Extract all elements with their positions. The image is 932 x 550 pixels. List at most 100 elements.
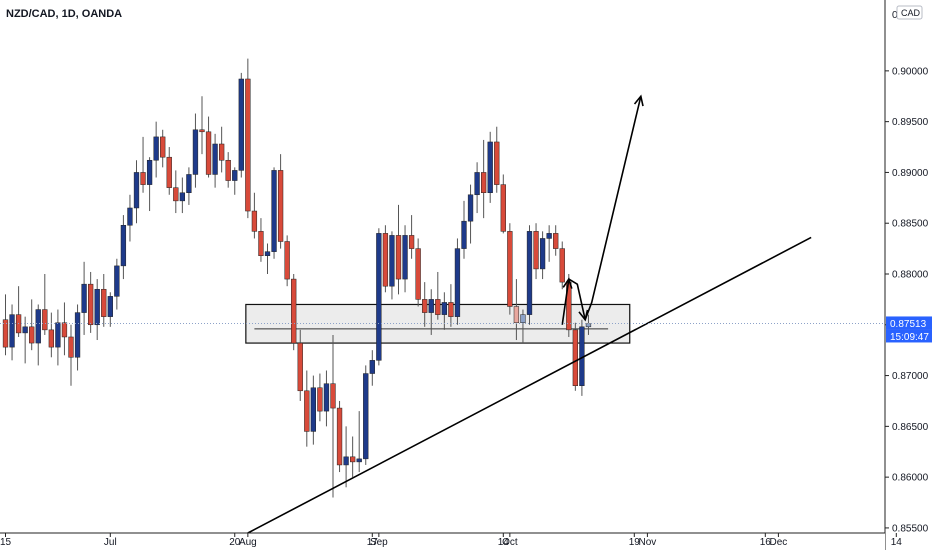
candle	[29, 299, 35, 351]
candle-body-up	[441, 302, 448, 315]
candle	[127, 194, 133, 242]
candle	[2, 294, 9, 356]
price-axis-background[interactable]	[885, 0, 932, 550]
candle-body-up	[9, 314, 15, 348]
candle	[48, 312, 55, 358]
candle-body-up	[232, 170, 238, 181]
candle-body-up	[81, 283, 87, 313]
candle	[310, 375, 317, 445]
candle	[173, 170, 179, 214]
candle-body-down	[61, 322, 68, 338]
candle	[382, 225, 389, 293]
candle-body-up	[114, 265, 120, 297]
time-tick-label: 14	[891, 537, 903, 548]
candle	[153, 121, 159, 178]
candle-body-down	[507, 231, 513, 307]
candle-body-up	[271, 170, 277, 252]
candle	[389, 231, 395, 300]
candle-body-up	[146, 159, 153, 185]
candle	[179, 177, 185, 214]
projection-arrowhead-first-leg	[562, 277, 573, 289]
candle	[186, 167, 192, 205]
candle-body-down	[297, 342, 303, 392]
candle	[258, 218, 264, 262]
candle-body-down	[42, 309, 48, 331]
candle-body-up	[238, 78, 244, 171]
time-tick-label: Aug	[239, 537, 257, 548]
time-tick-label: Sep	[370, 537, 388, 548]
time-tick-label: Dec	[770, 537, 788, 548]
candle-body-up	[343, 456, 349, 466]
candle-body-up	[389, 235, 395, 287]
time-axis-background[interactable]	[0, 533, 885, 550]
candle	[94, 279, 100, 341]
price-tick-label: 0.87000	[892, 371, 929, 382]
candle-body-down	[336, 407, 343, 466]
candle-body-up	[376, 233, 382, 361]
candle-body-up	[454, 248, 461, 317]
candle-body-down	[291, 278, 297, 344]
candle-body-down	[29, 326, 35, 344]
candle	[494, 126, 500, 193]
candle	[435, 271, 441, 320]
candle	[363, 365, 369, 465]
candle	[467, 184, 474, 244]
candle	[304, 370, 310, 447]
price-tick-label: 0.89500	[892, 117, 929, 128]
candle-body-up	[192, 129, 199, 175]
candle-body-down	[559, 248, 565, 283]
currency-badge[interactable]: CAD	[896, 5, 923, 20]
projection-arrowhead-pullback	[578, 309, 589, 322]
candle	[330, 334, 336, 498]
time-tick-label: 17	[367, 537, 379, 548]
candle-body-down	[88, 283, 94, 326]
candle	[133, 160, 140, 224]
candle-body-down	[317, 387, 323, 412]
candle	[376, 228, 382, 366]
time-tick-label: Oct	[502, 537, 518, 548]
candle	[553, 225, 559, 256]
candle-body-up	[179, 192, 185, 202]
candle-body-down	[225, 159, 231, 181]
time-tick-label: 15	[0, 537, 11, 548]
candle-body-down	[448, 302, 454, 317]
candle-body-up	[310, 387, 317, 432]
candle	[526, 225, 533, 325]
candle	[146, 157, 153, 212]
candle	[9, 304, 15, 361]
candle-body-down	[251, 210, 258, 232]
candle-body-down	[304, 390, 310, 432]
candle	[140, 136, 146, 193]
time-tick-label: 14	[498, 537, 510, 548]
candle-body-up	[363, 373, 369, 460]
candle	[520, 309, 526, 344]
candle	[507, 223, 513, 315]
candle-body-down	[382, 233, 389, 287]
price-tick-label: 0.86500	[892, 422, 929, 433]
candle-body-down	[533, 231, 539, 270]
candle-body-down	[435, 299, 441, 315]
time-tick-label: Nov	[639, 537, 657, 548]
candle	[212, 133, 218, 188]
candle	[232, 167, 238, 195]
candle-body-up	[356, 458, 362, 463]
candle	[481, 139, 487, 219]
candle	[81, 261, 87, 335]
candle	[264, 243, 271, 274]
candle	[402, 225, 408, 293]
candle-body-down	[395, 235, 402, 280]
currency-badge-bg	[896, 5, 923, 20]
candle-body-down	[205, 131, 212, 175]
last-price-badge: 0.87513	[886, 316, 932, 330]
candle-body-up	[369, 360, 375, 374]
candle-body-up	[539, 238, 546, 270]
candle-body-down	[160, 136, 166, 158]
candle-body-down	[101, 288, 107, 317]
candle-body-down	[553, 233, 559, 249]
candle-body-up	[546, 233, 552, 239]
candle	[74, 304, 81, 371]
candle-body-up	[487, 141, 493, 193]
candle	[42, 274, 48, 335]
candle	[68, 324, 74, 386]
